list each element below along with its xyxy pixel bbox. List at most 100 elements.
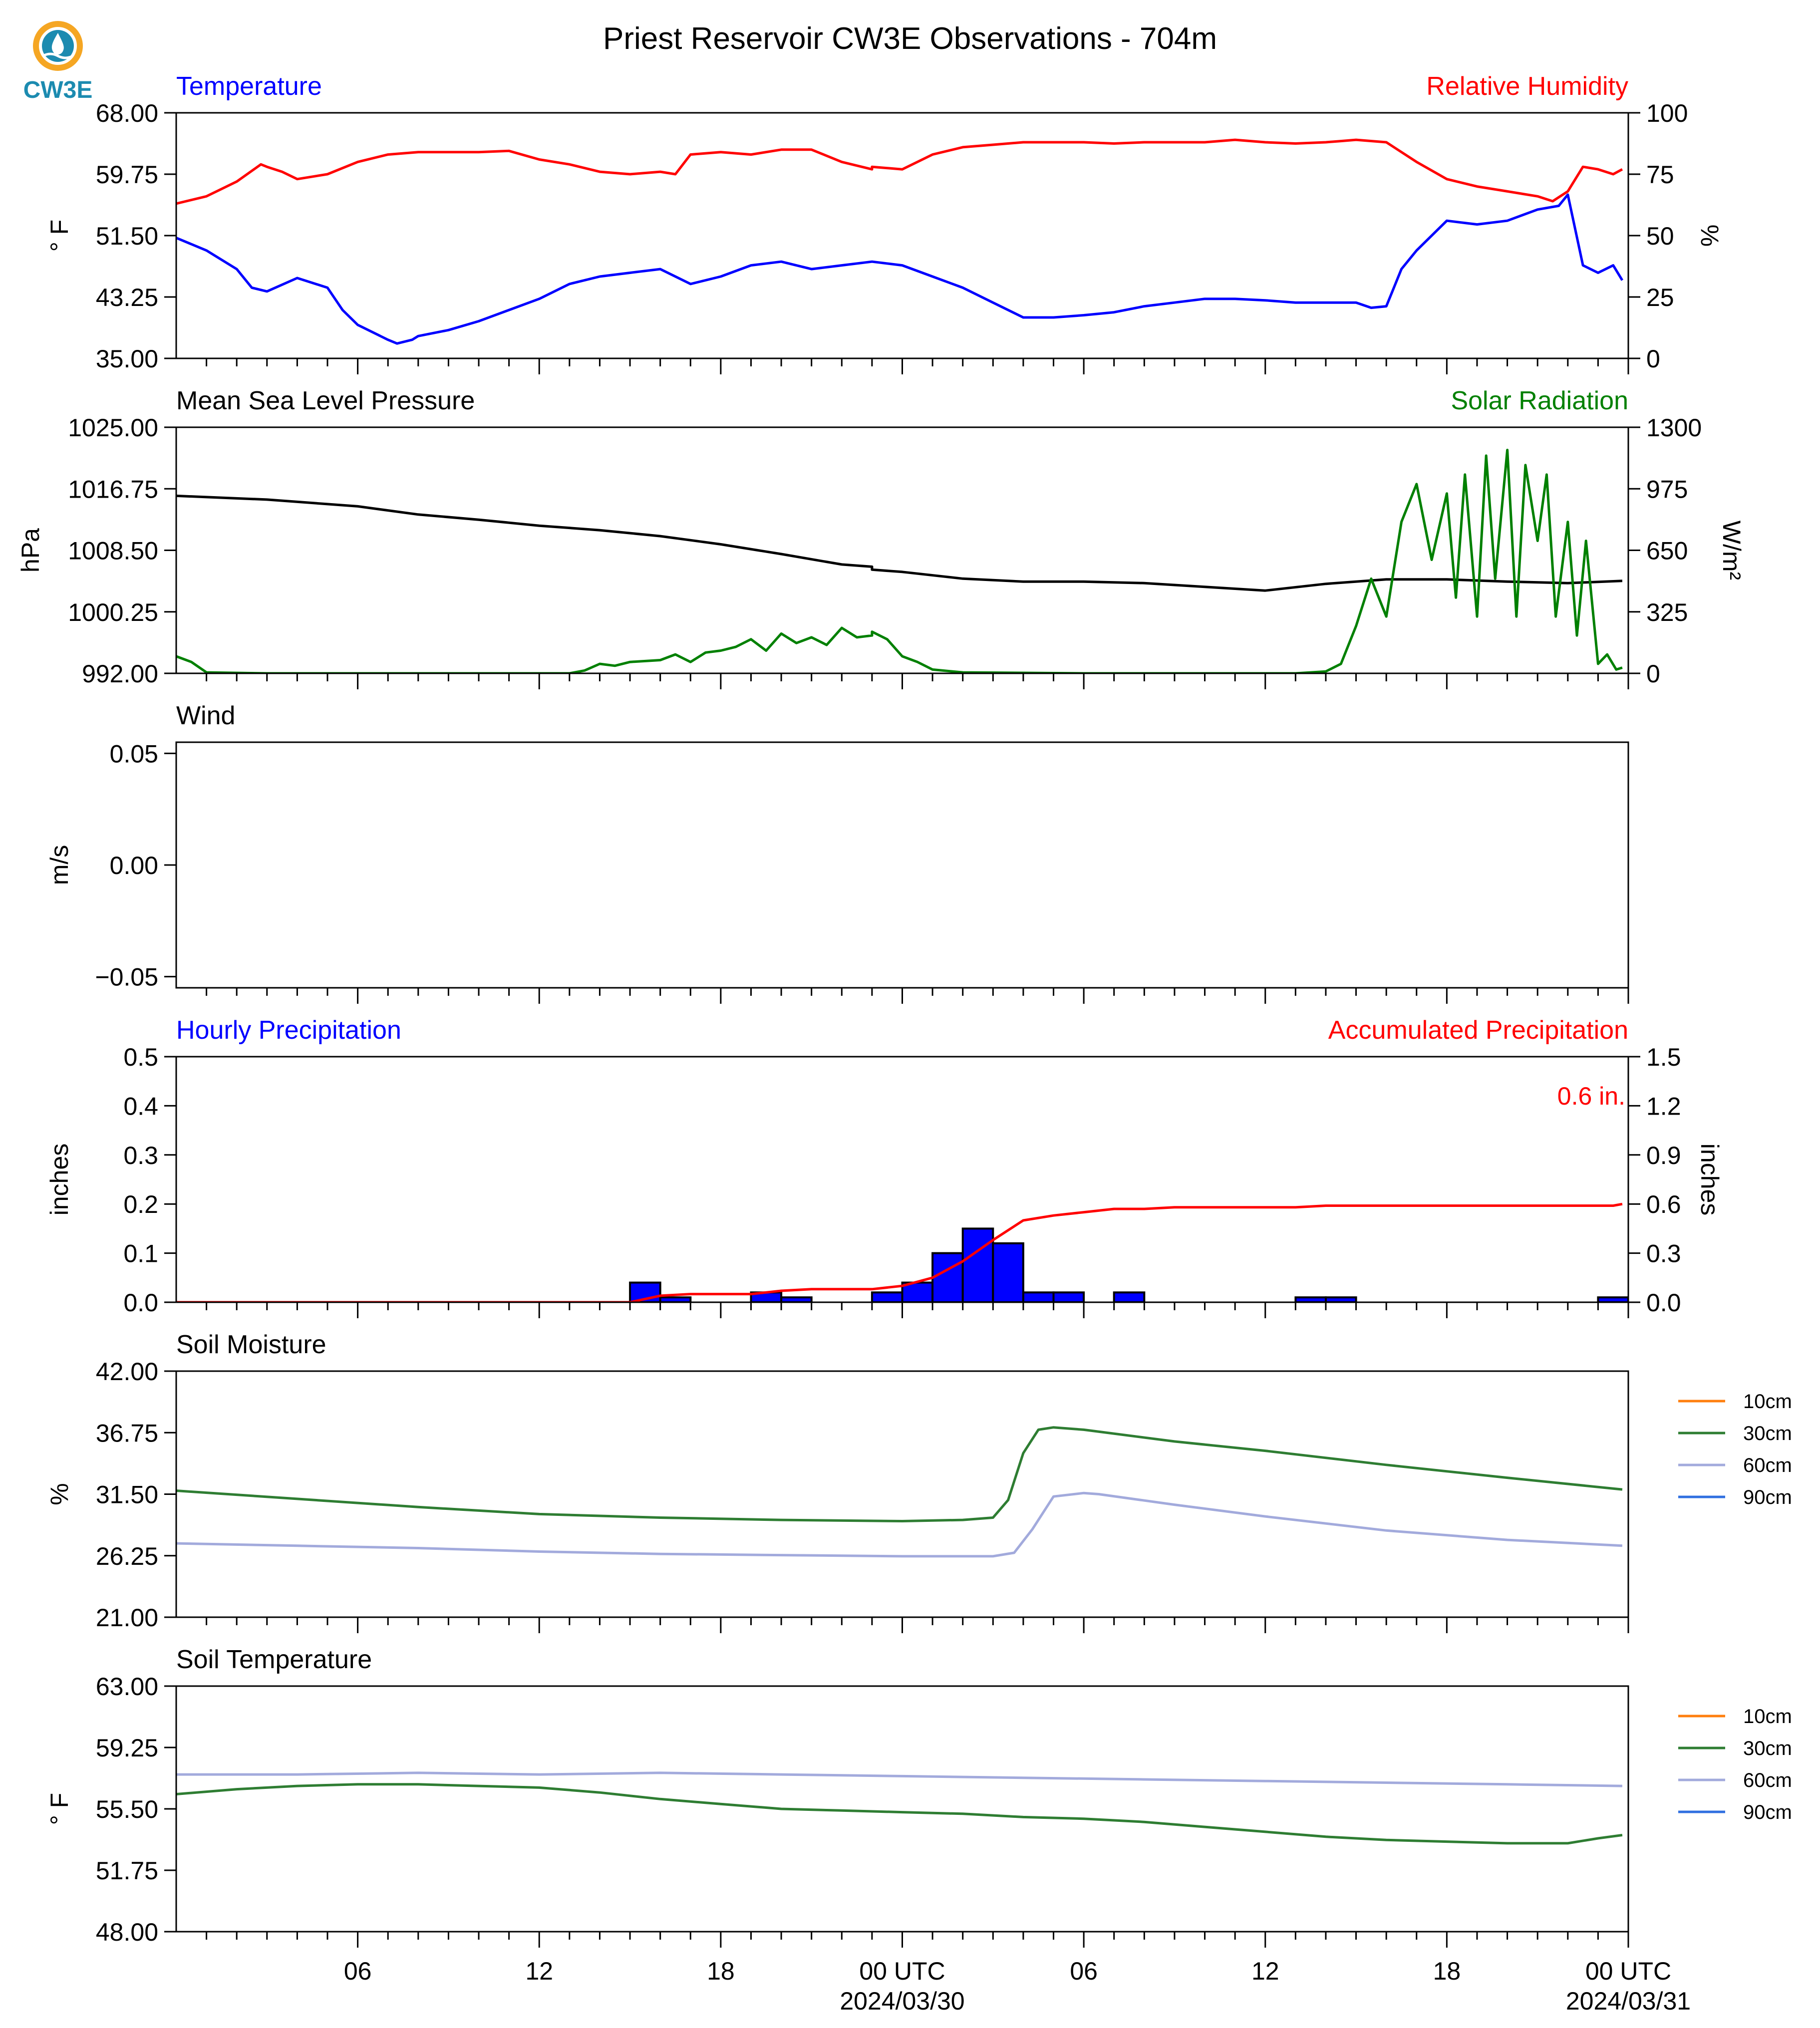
cw3e-logo: CW3E bbox=[23, 21, 92, 103]
logo-wave-icon bbox=[42, 52, 74, 59]
precip-bar bbox=[992, 1242, 1024, 1302]
y-left-tick-label: 1025.00 bbox=[68, 414, 158, 442]
y-right-tick-label: 25 bbox=[1646, 284, 1674, 311]
y-left-tick-label: 992.00 bbox=[82, 660, 158, 688]
y-right-tick-label: 650 bbox=[1646, 537, 1688, 565]
panel-title-right: Accumulated Precipitation bbox=[1328, 1016, 1628, 1045]
precip-bar bbox=[931, 1252, 964, 1302]
series-line-60cm bbox=[176, 1491, 1623, 1558]
y-right-tick-label: 0.3 bbox=[1646, 1240, 1681, 1268]
y-left-tick-label: 0.1 bbox=[123, 1240, 158, 1268]
panel-precip: 0.0 0.1 0.2 0.3 0.4 0.5 0.0 0.3 0.6 0.9 1.2 1.5 inch… bbox=[45, 1016, 1724, 1318]
y-left-tick-label: 0.3 bbox=[123, 1142, 158, 1169]
figure-title: Priest Reservoir CW3E Observations - 704… bbox=[603, 21, 1217, 56]
y-left-tick-label: 48.00 bbox=[96, 1918, 158, 1946]
precip-bar bbox=[871, 1291, 904, 1302]
plot-area-temp_rh bbox=[176, 138, 1624, 345]
series-line-accumulated-precipitation bbox=[176, 1202, 1623, 1302]
y-left-tick-label: 31.50 bbox=[96, 1481, 158, 1509]
precip-bar bbox=[1052, 1291, 1085, 1302]
series-line-60cm bbox=[176, 1771, 1622, 1787]
x-tick-label: 06 bbox=[344, 1957, 372, 1985]
y-left-tick-label: 35.00 bbox=[96, 345, 158, 373]
logo-orange-ring-icon bbox=[33, 21, 83, 71]
x-tick-label: 12 bbox=[525, 1957, 553, 1985]
y-left-axis-label: hPa bbox=[16, 528, 44, 573]
precip-bar bbox=[1022, 1291, 1055, 1302]
y-left-tick-label: 51.50 bbox=[96, 222, 158, 250]
y-left-tick-label: 0.2 bbox=[123, 1190, 158, 1218]
y-left-axis-label: inches bbox=[45, 1144, 73, 1216]
y-left-tick-label: 1016.75 bbox=[68, 475, 158, 503]
y-left-tick-label: 1000.25 bbox=[68, 598, 158, 626]
y-right-tick-label: 100 bbox=[1646, 99, 1688, 127]
y-right-tick-label: 0.6 bbox=[1646, 1190, 1681, 1218]
y-left-axis-label: % bbox=[45, 1483, 73, 1505]
y-left-tick-label: 0.00 bbox=[110, 852, 158, 879]
y-left-tick-label: 55.50 bbox=[96, 1795, 158, 1823]
y-right-axis-label: % bbox=[1696, 225, 1724, 247]
series-line-30cm bbox=[176, 1426, 1623, 1522]
legend-label: 90cm bbox=[1743, 1486, 1792, 1508]
series-line-temperature bbox=[176, 193, 1624, 345]
y-left-axis-label: ° F bbox=[45, 1793, 73, 1825]
panel-soil_moisture: 21.00 26.25 31.50 36.75 42.00% Soil Moisture 1… bbox=[45, 1330, 1792, 1633]
panel-title-left: Soil Temperature bbox=[176, 1645, 372, 1674]
panel-title-left: Temperature bbox=[176, 72, 322, 101]
logo-water-drop-icon bbox=[51, 33, 64, 55]
y-left-tick-label: 26.25 bbox=[96, 1542, 158, 1570]
y-right-tick-label: 0.0 bbox=[1646, 1289, 1681, 1317]
panel-title-right: Relative Humidity bbox=[1426, 72, 1628, 101]
x-tick-label: 12 bbox=[1251, 1957, 1279, 1985]
legend-label: 30cm bbox=[1743, 1423, 1792, 1445]
x-tick-label: 18 bbox=[707, 1957, 735, 1985]
y-left-tick-label: 21.00 bbox=[96, 1604, 158, 1632]
x-tick-label: 00 UTC bbox=[859, 1957, 945, 1985]
y-left-tick-label: 0.0 bbox=[123, 1289, 158, 1317]
y-left-tick-label: 59.25 bbox=[96, 1734, 158, 1762]
plot-area-pressure_solar bbox=[176, 449, 1623, 673]
plot-area-precip bbox=[176, 1202, 1628, 1302]
y-right-tick-label: 50 bbox=[1646, 222, 1674, 250]
x-tick-label: 18 bbox=[1433, 1957, 1461, 1985]
y-right-tick-label: 75 bbox=[1646, 161, 1674, 189]
y-left-tick-label: 63.00 bbox=[96, 1673, 158, 1701]
precip-bar bbox=[961, 1227, 994, 1302]
legend-label: 10cm bbox=[1743, 1391, 1792, 1413]
x-date-label: 2024/03/30 bbox=[840, 1987, 964, 2015]
y-left-tick-label: 59.75 bbox=[96, 161, 158, 189]
plot-frame bbox=[175, 426, 1629, 674]
y-left-tick-label: 42.00 bbox=[96, 1358, 158, 1386]
x-tick-label: 06 bbox=[1070, 1957, 1098, 1985]
y-left-tick-label: 0.4 bbox=[123, 1092, 158, 1120]
precip-bar bbox=[1113, 1291, 1146, 1302]
y-left-tick-label: 0.05 bbox=[110, 740, 158, 768]
plot-frame bbox=[175, 1056, 1629, 1303]
plot-frame bbox=[175, 741, 1629, 989]
panel-title-left: Soil Moisture bbox=[176, 1330, 326, 1359]
accumulated-total-annotation: 0.6 in. bbox=[1557, 1082, 1625, 1110]
y-right-tick-label: 325 bbox=[1646, 598, 1688, 626]
y-right-tick-label: 0.9 bbox=[1646, 1142, 1681, 1169]
plot-frame bbox=[175, 112, 1629, 359]
y-left-tick-label: 1008.50 bbox=[68, 537, 158, 565]
panel-temp_rh: 35.00 43.25 51.50 59.75 68.00 0 25 50 75 100 ° F % T… bbox=[45, 72, 1724, 374]
y-right-tick-label: 0 bbox=[1646, 345, 1660, 373]
y-left-tick-label: 36.75 bbox=[96, 1419, 158, 1447]
y-right-tick-label: 0 bbox=[1646, 660, 1660, 688]
legend-label: 90cm bbox=[1743, 1801, 1792, 1823]
y-right-axis-label: inches bbox=[1696, 1144, 1724, 1216]
legend-label: 10cm bbox=[1743, 1706, 1792, 1728]
x-tick-label: 00 UTC bbox=[1585, 1957, 1671, 1985]
y-left-tick-label: 43.25 bbox=[96, 284, 158, 311]
y-right-tick-label: 1.5 bbox=[1646, 1043, 1681, 1071]
plot-area-soil_temperature bbox=[176, 1771, 1623, 1845]
x-date-label: 2024/03/31 bbox=[1566, 1987, 1691, 2015]
y-left-axis-label: ° F bbox=[45, 220, 73, 252]
panel-title-left: Wind bbox=[176, 701, 235, 730]
y-left-tick-label: 0.5 bbox=[123, 1043, 158, 1071]
panel-wind: −0.05 0.00 0.05 m/s Wind bbox=[45, 701, 1629, 1004]
series-line-mean-sea-level-pressure bbox=[176, 494, 1623, 592]
